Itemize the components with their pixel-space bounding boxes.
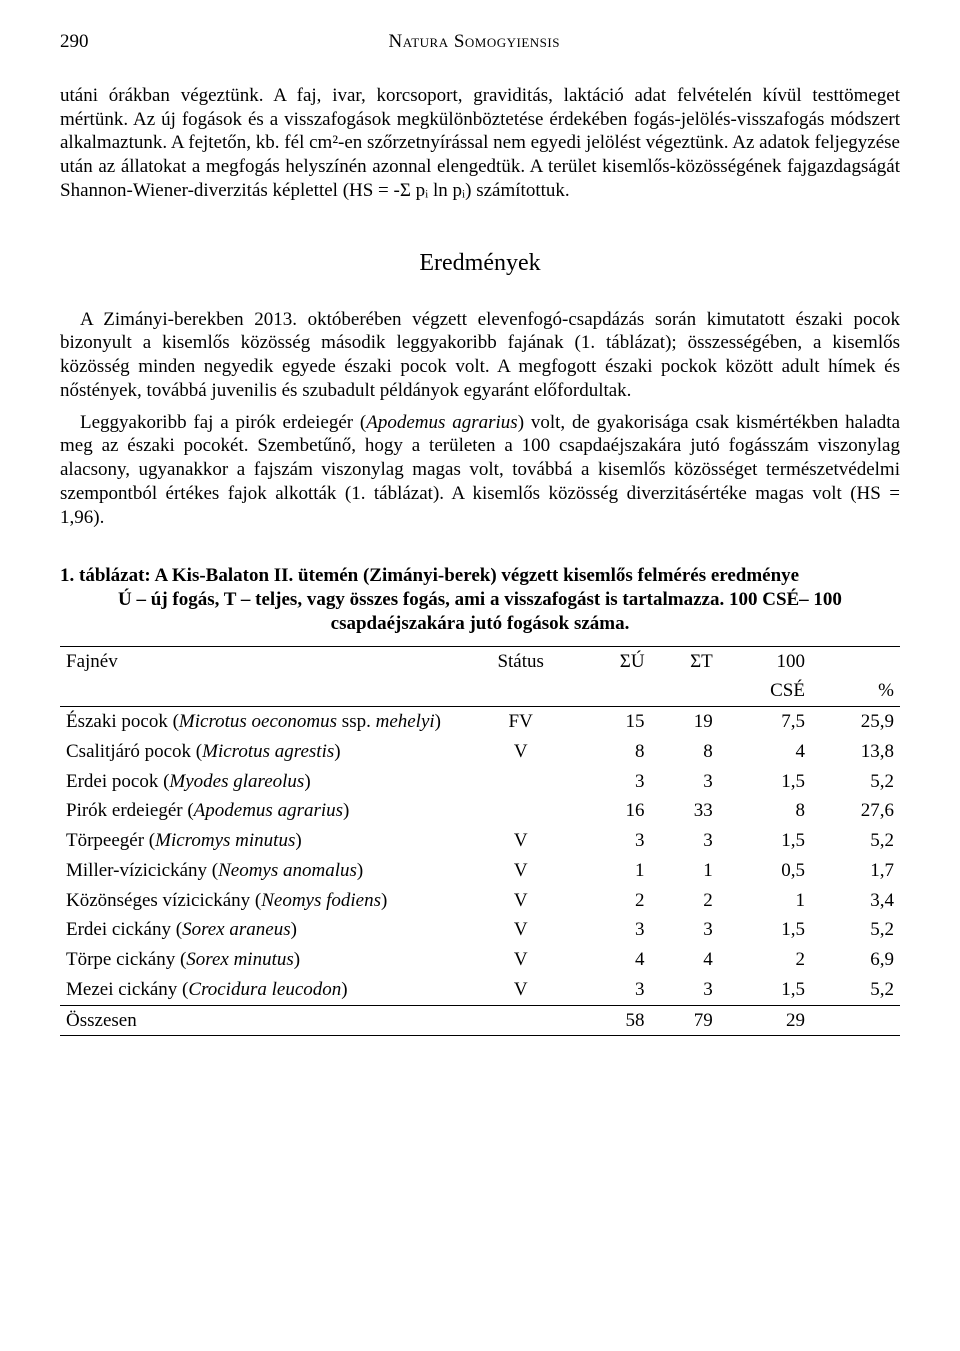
cell-status: FV [463, 707, 578, 737]
cell-su: 16 [578, 796, 650, 826]
col-status: Státus [463, 646, 578, 707]
cell-total-pct [811, 1005, 900, 1036]
caption-line2: Ú – új fogás, T – teljes, vagy összes fo… [60, 588, 900, 636]
cell-pct: 25,9 [811, 707, 900, 737]
cell-status: V [463, 975, 578, 1005]
col-pct: % [811, 646, 900, 707]
cell-species: Közönséges vízicickány (Neomys fodiens) [60, 886, 463, 916]
para3-part-a: Leggyakoribb faj a pirók erdeiegér ( [80, 412, 366, 433]
cell-cse: 2 [719, 945, 811, 975]
table-row: Csalitjáró pocok (Microtus agrestis)V884… [60, 737, 900, 767]
cell-total-label: Összesen [60, 1005, 463, 1036]
cell-status [463, 796, 578, 826]
cell-total-status [463, 1005, 578, 1036]
table-row-total: Összesen 587929 [60, 1005, 900, 1036]
cell-cse: 1,5 [719, 915, 811, 945]
cell-pct: 5,2 [811, 826, 900, 856]
cell-su: 3 [578, 826, 650, 856]
cell-status: V [463, 826, 578, 856]
cell-pct: 6,9 [811, 945, 900, 975]
cell-status: V [463, 886, 578, 916]
cell-su: 3 [578, 915, 650, 945]
cell-cse: 1,5 [719, 826, 811, 856]
species-table: Fajnév Státus ΣÚ ΣT 100 % CSÉ Északi poc… [60, 646, 900, 1037]
para3-italic: Apodemus agrarius [366, 412, 517, 433]
cell-su: 2 [578, 886, 650, 916]
cell-species: Erdei cickány (Sorex araneus) [60, 915, 463, 945]
cell-pct: 5,2 [811, 767, 900, 797]
cell-total-su: 58 [578, 1005, 650, 1036]
cell-pct: 5,2 [811, 975, 900, 1005]
section-title-results: Eredmények [60, 248, 900, 278]
cell-st: 1 [651, 856, 719, 886]
cell-cse: 1 [719, 886, 811, 916]
cell-status [463, 767, 578, 797]
page-header: 290 Natura Somogyiensis [60, 30, 900, 54]
cell-st: 33 [651, 796, 719, 826]
col-cse-top: 100 [719, 646, 811, 676]
cell-total-cse: 29 [719, 1005, 811, 1036]
paragraph-methods: utáni órákban végeztünk. A faj, ivar, ko… [60, 84, 900, 203]
cell-su: 3 [578, 767, 650, 797]
cell-su: 15 [578, 707, 650, 737]
cell-st: 8 [651, 737, 719, 767]
cell-pct: 5,2 [811, 915, 900, 945]
cell-species: Pirók erdeiegér (Apodemus agrarius) [60, 796, 463, 826]
col-st: ΣT [651, 646, 719, 707]
journal-name: Natura Somogyiensis [389, 30, 560, 54]
cell-su: 4 [578, 945, 650, 975]
paragraph-results-1: A Zimányi-berekben 2013. októberében vég… [60, 308, 900, 403]
cell-status: V [463, 915, 578, 945]
cell-species: Északi pocok (Microtus oeconomus ssp. me… [60, 707, 463, 737]
cell-pct: 13,8 [811, 737, 900, 767]
cell-cse: 1,5 [719, 767, 811, 797]
cell-species: Törpe cickány (Sorex minutus) [60, 945, 463, 975]
cell-pct: 1,7 [811, 856, 900, 886]
cell-cse: 0,5 [719, 856, 811, 886]
cell-total-st: 79 [651, 1005, 719, 1036]
table-row: Mezei cickány (Crocidura leucodon)V331,5… [60, 975, 900, 1005]
cell-st: 3 [651, 767, 719, 797]
cell-cse: 8 [719, 796, 811, 826]
cell-su: 8 [578, 737, 650, 767]
table-row: Erdei cickány (Sorex araneus)V331,55,2 [60, 915, 900, 945]
cell-status: V [463, 856, 578, 886]
cell-pct: 27,6 [811, 796, 900, 826]
cell-st: 3 [651, 975, 719, 1005]
cell-st: 19 [651, 707, 719, 737]
table-row: Erdei pocok (Myodes glareolus)331,55,2 [60, 767, 900, 797]
cell-st: 3 [651, 915, 719, 945]
table-row: Törpeegér (Micromys minutus)V331,55,2 [60, 826, 900, 856]
page-number: 290 [60, 30, 89, 54]
cell-species: Mezei cickány (Crocidura leucodon) [60, 975, 463, 1005]
cell-su: 3 [578, 975, 650, 1005]
table-row: Törpe cickány (Sorex minutus)V4426,9 [60, 945, 900, 975]
cell-cse: 4 [719, 737, 811, 767]
cell-species: Erdei pocok (Myodes glareolus) [60, 767, 463, 797]
paragraph-results-2: Leggyakoribb faj a pirók erdeiegér (Apod… [60, 411, 900, 530]
cell-st: 4 [651, 945, 719, 975]
col-su: ΣÚ [578, 646, 650, 707]
cell-status: V [463, 737, 578, 767]
table-caption: 1. táblázat: A Kis-Balaton II. ütemén (Z… [60, 564, 900, 635]
table-row: Északi pocok (Microtus oeconomus ssp. me… [60, 707, 900, 737]
cell-cse: 1,5 [719, 975, 811, 1005]
cell-su: 1 [578, 856, 650, 886]
table-row: Pirók erdeiegér (Apodemus agrarius) 16338… [60, 796, 900, 826]
caption-line1: 1. táblázat: A Kis-Balaton II. ütemén (Z… [60, 565, 799, 586]
cell-st: 3 [651, 826, 719, 856]
cell-st: 2 [651, 886, 719, 916]
col-cse-bottom: CSÉ [719, 676, 811, 706]
cell-pct: 3,4 [811, 886, 900, 916]
cell-species: Törpeegér (Micromys minutus) [60, 826, 463, 856]
col-species: Fajnév [60, 646, 463, 707]
cell-species: Csalitjáró pocok (Microtus agrestis) [60, 737, 463, 767]
cell-species: Miller-vízicickány (Neomys anomalus) [60, 856, 463, 886]
table-row: Miller-vízicickány (Neomys anomalus)V110… [60, 856, 900, 886]
table-row: Közönséges vízicickány (Neomys fodiens)V… [60, 886, 900, 916]
cell-cse: 7,5 [719, 707, 811, 737]
cell-status: V [463, 945, 578, 975]
